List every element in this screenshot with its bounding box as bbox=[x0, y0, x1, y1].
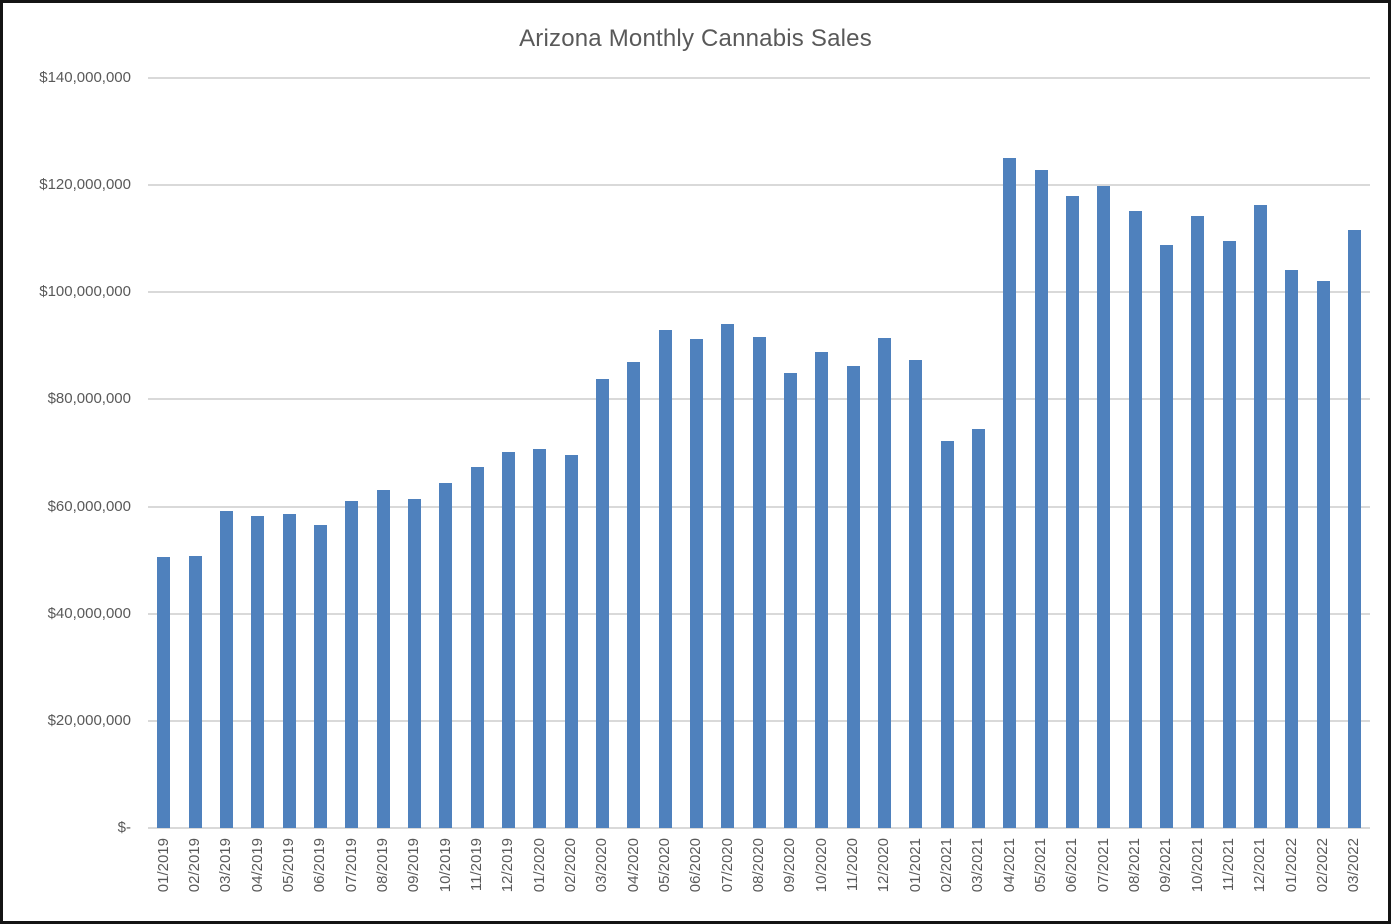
bar-11-2019 bbox=[471, 467, 484, 828]
x-tick-label: 08/2021 bbox=[1126, 838, 1143, 893]
x-tick-label: 06/2019 bbox=[311, 838, 328, 893]
x-tick-label: 03/2021 bbox=[969, 838, 986, 893]
bar-07-2019 bbox=[345, 501, 358, 828]
bar-06-2021 bbox=[1066, 196, 1079, 828]
x-tick-label: 11/2020 bbox=[844, 838, 861, 892]
bar-02-2019 bbox=[189, 556, 202, 828]
bar-06-2020 bbox=[690, 339, 703, 828]
x-tick-label: 07/2019 bbox=[343, 838, 360, 893]
bar-07-2020 bbox=[721, 324, 734, 828]
bar-03-2019 bbox=[220, 511, 233, 828]
x-tick-label: 02/2022 bbox=[1314, 838, 1331, 893]
chart-title: Arizona Monthly Cannabis Sales bbox=[519, 25, 872, 52]
bar-04-2021 bbox=[1003, 158, 1016, 828]
x-tick-label: 05/2020 bbox=[656, 838, 673, 893]
y-tick-label: $20,000,000 bbox=[47, 711, 131, 729]
bar-12-2021 bbox=[1254, 205, 1267, 828]
x-tick-label: 04/2019 bbox=[249, 838, 266, 893]
x-tick-label: 05/2021 bbox=[1032, 838, 1049, 893]
x-tick-label: 09/2019 bbox=[405, 838, 422, 893]
gridline bbox=[148, 291, 1370, 294]
x-tick-label: 08/2020 bbox=[750, 838, 767, 893]
bar-11-2020 bbox=[847, 366, 860, 828]
x-tick-label: 11/2019 bbox=[468, 838, 485, 892]
bar-04-2020 bbox=[627, 362, 640, 828]
y-tick-label: $120,000,000 bbox=[39, 176, 131, 194]
x-tick-label: 01/2021 bbox=[907, 838, 924, 893]
x-tick-label: 07/2021 bbox=[1095, 838, 1112, 893]
x-tick-label: 12/2020 bbox=[875, 838, 892, 893]
y-tick-label: $100,000,000 bbox=[39, 283, 131, 301]
bar-10-2019 bbox=[439, 483, 452, 828]
bar-01-2020 bbox=[533, 449, 546, 828]
bar-01-2021 bbox=[909, 360, 922, 828]
bar-02-2022 bbox=[1317, 281, 1330, 828]
bar-10-2020 bbox=[815, 352, 828, 828]
y-tick-label: $140,000,000 bbox=[39, 69, 131, 86]
x-tick-label: 03/2022 bbox=[1345, 838, 1362, 893]
bar-02-2020 bbox=[565, 455, 578, 828]
bar-08-2019 bbox=[377, 490, 390, 828]
bar-05-2019 bbox=[283, 514, 296, 828]
y-tick-label: $- bbox=[117, 819, 131, 836]
x-tick-label: 01/2020 bbox=[531, 838, 548, 893]
bar-04-2019 bbox=[251, 516, 264, 828]
x-tick-label: 09/2021 bbox=[1157, 838, 1174, 893]
bar-01-2022 bbox=[1285, 270, 1298, 828]
bar-03-2020 bbox=[596, 379, 609, 828]
x-tick-label: 03/2020 bbox=[593, 838, 610, 893]
bar-12-2020 bbox=[878, 338, 891, 828]
x-tick-label: 01/2019 bbox=[155, 838, 172, 893]
x-tick-label: 09/2020 bbox=[781, 838, 798, 893]
y-tick-label: $80,000,000 bbox=[47, 390, 131, 408]
gridline bbox=[148, 77, 1370, 79]
x-tick-label: 08/2019 bbox=[374, 838, 391, 893]
x-tick-label: 12/2021 bbox=[1251, 838, 1268, 893]
x-tick-label: 07/2020 bbox=[719, 838, 736, 893]
x-axis-line bbox=[148, 827, 1370, 829]
x-tick-label: 06/2021 bbox=[1063, 838, 1080, 893]
bar-09-2021 bbox=[1160, 245, 1173, 828]
x-tick-label: 04/2021 bbox=[1001, 838, 1018, 893]
bar-12-2019 bbox=[502, 452, 515, 828]
y-tick-label: $40,000,000 bbox=[47, 604, 131, 622]
bar-07-2021 bbox=[1097, 186, 1110, 828]
y-tick-label: $60,000,000 bbox=[47, 497, 131, 515]
x-tick-label: 05/2019 bbox=[280, 838, 297, 893]
x-tick-label: 06/2020 bbox=[687, 838, 704, 893]
bar-05-2020 bbox=[659, 330, 672, 828]
x-tick-label: 12/2019 bbox=[499, 838, 516, 893]
plot-area bbox=[148, 77, 1370, 829]
bar-10-2021 bbox=[1191, 216, 1204, 828]
x-tick-label: 02/2020 bbox=[562, 838, 579, 893]
x-tick-label: 10/2021 bbox=[1189, 838, 1206, 893]
x-tick-label: 04/2020 bbox=[625, 838, 642, 893]
x-tick-label: 02/2021 bbox=[938, 838, 955, 893]
bar-08-2021 bbox=[1129, 211, 1142, 828]
bar-05-2021 bbox=[1035, 170, 1048, 828]
bar-08-2020 bbox=[753, 337, 766, 828]
bar-09-2019 bbox=[408, 499, 421, 828]
bar-11-2021 bbox=[1223, 241, 1236, 828]
x-tick-label: 11/2021 bbox=[1220, 838, 1237, 892]
gridline bbox=[148, 184, 1370, 187]
bar-03-2022 bbox=[1348, 230, 1361, 828]
bar-03-2021 bbox=[972, 429, 985, 828]
x-tick-label: 10/2019 bbox=[437, 838, 454, 893]
bar-09-2020 bbox=[784, 373, 797, 828]
x-tick-label: 03/2019 bbox=[217, 838, 234, 893]
bar-02-2021 bbox=[941, 441, 954, 828]
x-tick-label: 01/2022 bbox=[1283, 838, 1300, 893]
x-tick-label: 10/2020 bbox=[813, 838, 830, 893]
x-tick-label: 02/2019 bbox=[186, 838, 203, 893]
bar-06-2019 bbox=[314, 525, 327, 828]
bar-01-2019 bbox=[157, 557, 170, 828]
